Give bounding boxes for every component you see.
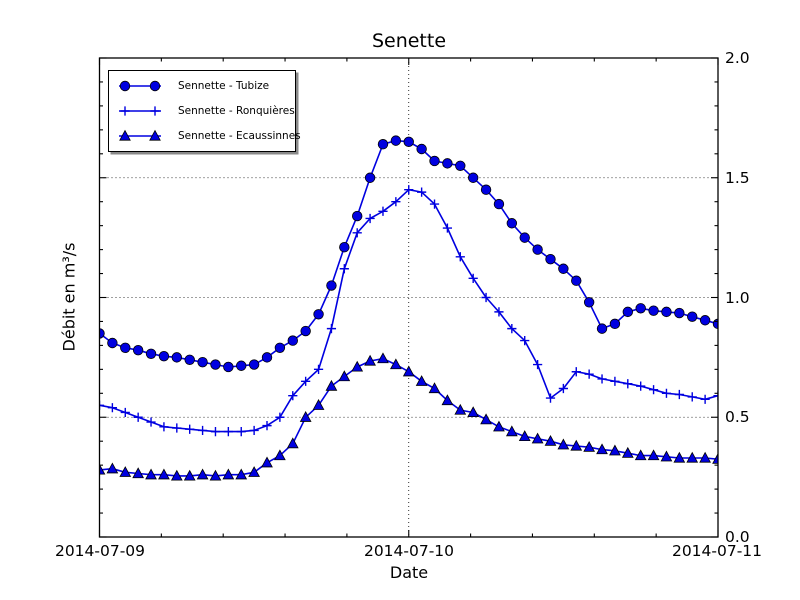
y-tick-label-0.5: 0.5 [725,408,750,426]
legend-entry-ronquieres: Sennette - Ronquières [109,99,295,124]
x-tick-label-2014-07-11: 2014-07-11 [671,542,763,560]
series-ecaussinnes-markers [99,352,718,481]
y-axis-label: Débit en m³/s [59,242,79,352]
series-ronquieres-markers [99,185,718,437]
series-tubize [99,135,718,373]
series-ecaussinnes [99,352,718,481]
legend-marker-triangle-icon [119,129,161,141]
x-tick-label-2014-07-09: 2014-07-09 [54,542,146,560]
legend-entry-ecaussinnes: Sennette - Ecaussinnes [109,123,301,148]
legend-label-ecaussinnes: Sennette - Ecaussinnes [178,129,301,142]
chart-title: Senette [371,30,447,52]
plot-border-spines [98,57,719,538]
series-ronquieres [99,185,718,437]
x-axis-label: Date [389,563,429,582]
y-tick-label-2.0: 2.0 [725,49,750,67]
y-tick-label-0.0: 0.0 [725,528,750,546]
y-tick-label-1.5: 1.5 [725,169,750,187]
x-tick-label-2014-07-10: 2014-07-10 [363,542,455,560]
legend-label-ronquieres: Sennette - Ronquières [178,105,295,117]
series-tubize-markers [99,135,718,373]
y-tick-label-1.0: 1.0 [725,289,750,307]
legend-marker-plus-icon [119,106,161,116]
legend-entry-tubize: Sennette - Tubize [109,74,295,99]
legend-label-tubize: Sennette - Tubize [178,80,270,93]
legend-box: Sennette - Tubize Sennette - Ronquières … [108,70,301,152]
legend-marker-circle-icon [119,81,161,92]
